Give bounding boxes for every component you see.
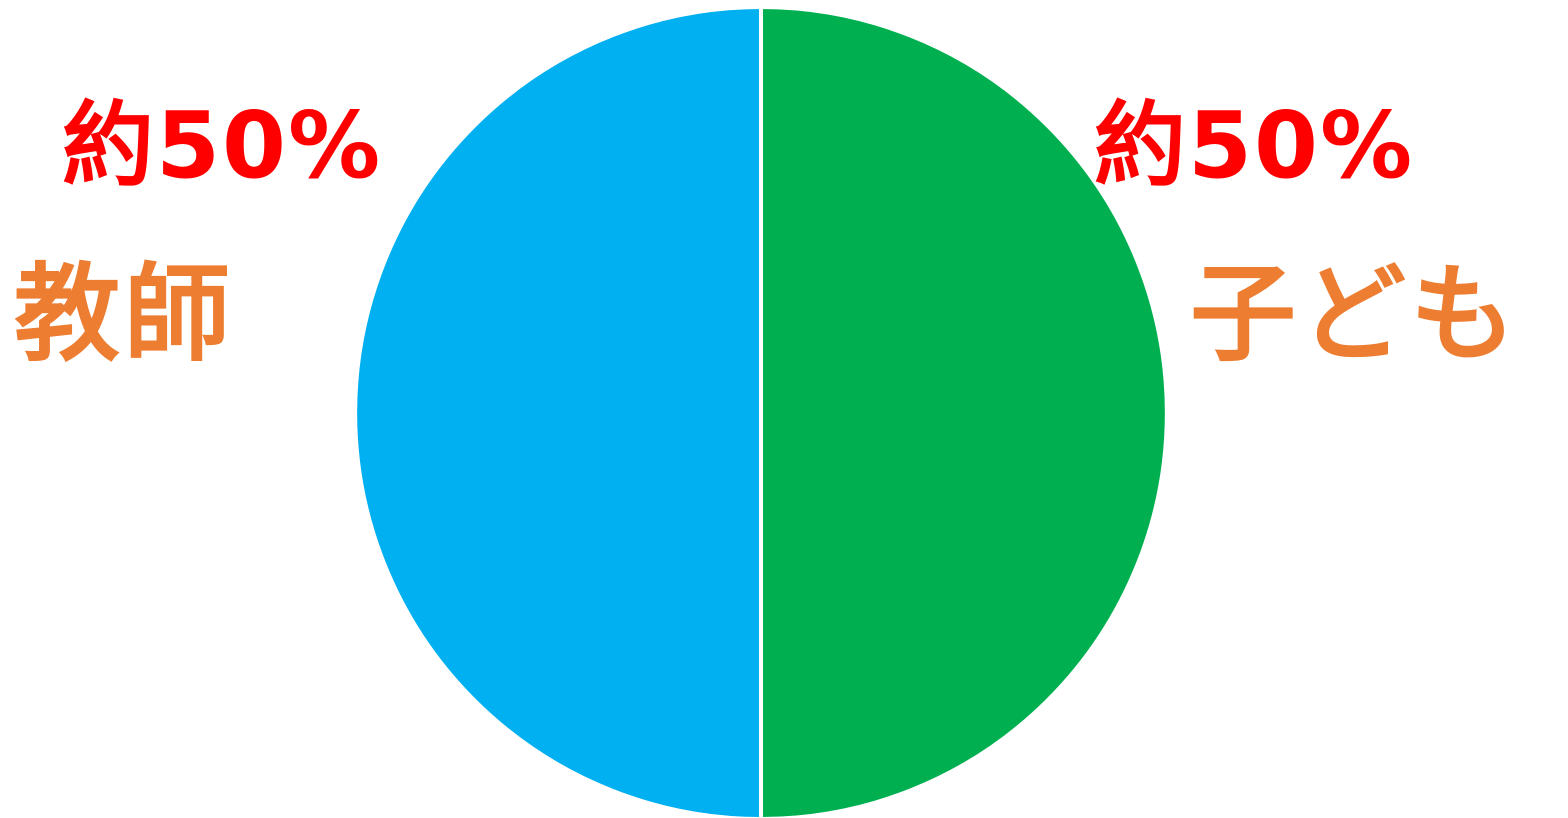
category-label-children: 子ども (1190, 253, 1520, 376)
pie-slice-1 (353, 5, 763, 818)
percent-label-teacher: 約50% (62, 92, 383, 199)
pie-slice-0 (759, 5, 1169, 818)
category-label-teacher: 教師 (14, 253, 234, 376)
percent-label-children: 約50% (1094, 92, 1415, 199)
